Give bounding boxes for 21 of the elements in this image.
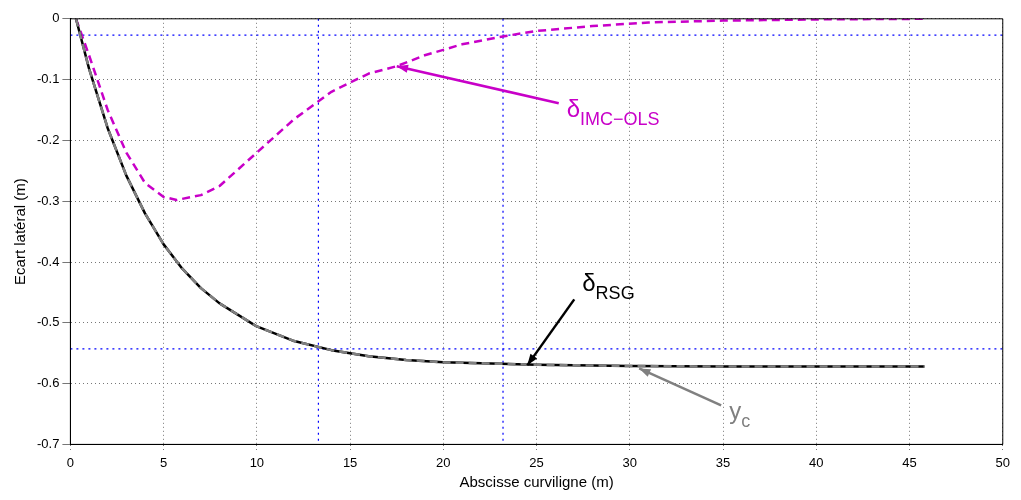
y-tick-label: -0.4 <box>36 253 60 269</box>
y-tick-label: -0.3 <box>36 192 60 208</box>
x-tick-label: 40 <box>809 454 824 470</box>
x-tick-label: 0 <box>66 454 75 470</box>
x-tick-label: 25 <box>529 454 544 470</box>
x-tick-label: 10 <box>249 454 265 470</box>
y-tick-label: -0.2 <box>36 131 60 147</box>
x-tick-label: 50 <box>995 454 1010 470</box>
y-tick-label: -0.1 <box>36 71 60 87</box>
y-axis-title: Ecart latéral (m) <box>11 178 29 285</box>
y-tick-label: -0.5 <box>36 314 60 330</box>
x-tick-label: 30 <box>622 454 638 470</box>
y-tick-label: 0 <box>52 10 60 26</box>
x-tick-label: 45 <box>902 454 917 470</box>
x-axis-title: Abscisse curviligne (m) <box>459 473 614 491</box>
x-tick-label: 35 <box>715 454 731 470</box>
x-tick-label: 5 <box>160 454 168 470</box>
x-tick-label: 20 <box>436 454 451 470</box>
x-tick-label: 15 <box>342 454 358 470</box>
y-tick-label: -0.7 <box>36 435 60 451</box>
y-tick-label: -0.6 <box>36 375 60 391</box>
